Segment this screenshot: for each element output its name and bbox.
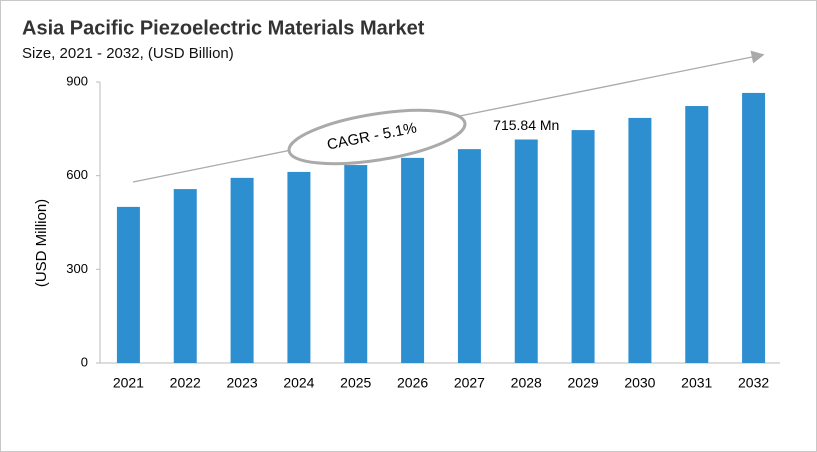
x-tick-label: 2023 (227, 375, 258, 391)
y-axis-label: (USD Million) (33, 199, 50, 287)
x-tick-label: 2026 (397, 375, 428, 391)
x-tick-label: 2027 (454, 375, 485, 391)
bar (173, 189, 197, 363)
cagr-ellipse (287, 108, 467, 166)
y-tick-label: 300 (66, 261, 88, 276)
bar (287, 171, 311, 363)
bar (742, 92, 766, 363)
x-tick-label: 2031 (681, 375, 712, 391)
x-tick-label: 2024 (283, 375, 314, 391)
y-tick-label: 600 (66, 167, 88, 182)
bar (514, 139, 538, 363)
bar (230, 177, 254, 363)
value-label: 715.84 Mn (493, 117, 559, 133)
x-tick-label: 2029 (568, 375, 599, 391)
bar (116, 206, 140, 363)
x-tick-label: 2025 (340, 375, 371, 391)
y-tick-label: 900 (66, 73, 88, 88)
bar (401, 157, 425, 363)
bar (628, 117, 652, 364)
bar (344, 165, 368, 363)
x-tick-label: 2030 (624, 375, 655, 391)
bar (457, 149, 481, 363)
bar (685, 106, 709, 364)
x-tick-label: 2022 (170, 375, 201, 391)
bar (571, 130, 595, 363)
x-tick-label: 2028 (511, 375, 542, 391)
x-tick-label: 2021 (113, 375, 144, 391)
x-tick-label: 2032 (738, 375, 769, 391)
chart-title: Asia Pacific Piezoelectric Materials Mar… (22, 17, 425, 39)
chart-subtitle: Size, 2021 - 2032, (USD Billion) (22, 45, 234, 62)
y-tick-label: 0 (81, 354, 88, 369)
